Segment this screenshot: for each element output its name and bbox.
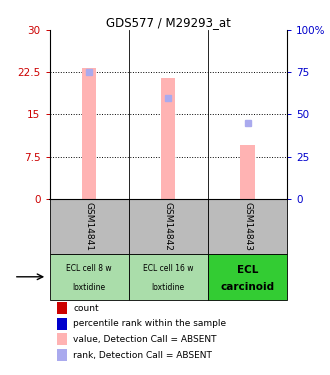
Text: percentile rank within the sample: percentile rank within the sample — [73, 319, 226, 328]
Bar — [57, 333, 67, 345]
Text: ECL cell 8 w: ECL cell 8 w — [66, 264, 112, 273]
Bar — [208, 199, 287, 254]
Text: ECL cell 16 w: ECL cell 16 w — [143, 264, 194, 273]
Text: rank, Detection Call = ABSENT: rank, Detection Call = ABSENT — [73, 351, 212, 360]
Text: ECL: ECL — [237, 265, 258, 275]
Text: carcinoid: carcinoid — [220, 282, 275, 292]
Bar — [129, 199, 208, 254]
Bar — [57, 349, 67, 361]
Text: GSM14841: GSM14841 — [84, 202, 94, 250]
Text: loxtidine: loxtidine — [152, 282, 185, 291]
Bar — [50, 254, 129, 300]
Bar — [82, 68, 96, 199]
Bar — [50, 199, 129, 254]
Text: loxtidine: loxtidine — [73, 282, 106, 291]
Bar — [57, 302, 67, 314]
Bar — [240, 146, 255, 199]
Text: GSM14843: GSM14843 — [243, 202, 252, 250]
Bar — [208, 254, 287, 300]
Bar — [161, 78, 176, 199]
Text: value, Detection Call = ABSENT: value, Detection Call = ABSENT — [73, 334, 217, 344]
Text: GSM14842: GSM14842 — [164, 202, 173, 250]
Bar — [57, 318, 67, 330]
Title: GDS577 / M29293_at: GDS577 / M29293_at — [106, 16, 231, 29]
Text: count: count — [73, 304, 99, 313]
Bar — [129, 254, 208, 300]
